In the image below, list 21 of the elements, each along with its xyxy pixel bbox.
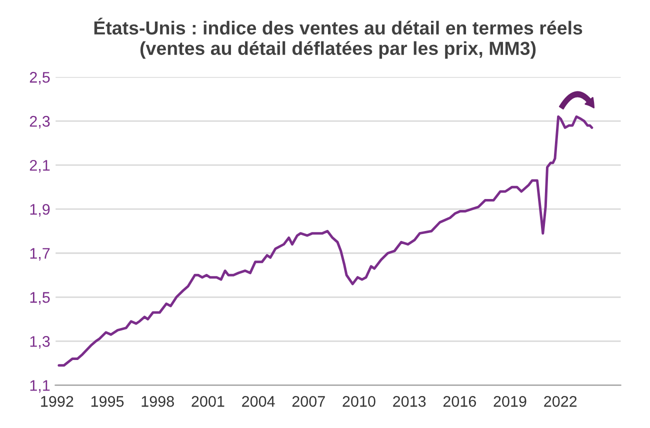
x-tick-label: 1992: [41, 396, 74, 407]
x-tick-label: 2004: [242, 396, 275, 407]
x-tick-label: 2007: [292, 396, 325, 407]
y-tick-label: 2,3: [30, 116, 50, 129]
y-tick-label: 1,1: [30, 380, 50, 393]
x-tick-label: 1998: [142, 396, 174, 407]
x-tick-label: 1995: [91, 396, 124, 407]
y-tick-label: 1,7: [30, 248, 50, 261]
x-tick-label: 2016: [443, 396, 476, 407]
x-tick-label: 2010: [342, 396, 376, 407]
x-tick-label: 2019: [494, 396, 526, 407]
x-tick-label: 2013: [393, 396, 426, 407]
y-tick-label: 2,1: [30, 160, 50, 173]
x-tick-label: 2022: [544, 396, 577, 407]
y-tick-label: 1,3: [30, 336, 50, 349]
line-series: [58, 115, 594, 367]
chart-title: États-Unis : indice des ventes au détail en termes réels (ventes au détail déflatées par les prix, MM3): [94, 18, 582, 59]
y-tick-label: 1,5: [30, 292, 50, 305]
x-tick-label: 2001: [192, 396, 224, 407]
y-tick-label: 2,5: [30, 72, 50, 85]
y-tick-label: 1,9: [30, 204, 50, 217]
